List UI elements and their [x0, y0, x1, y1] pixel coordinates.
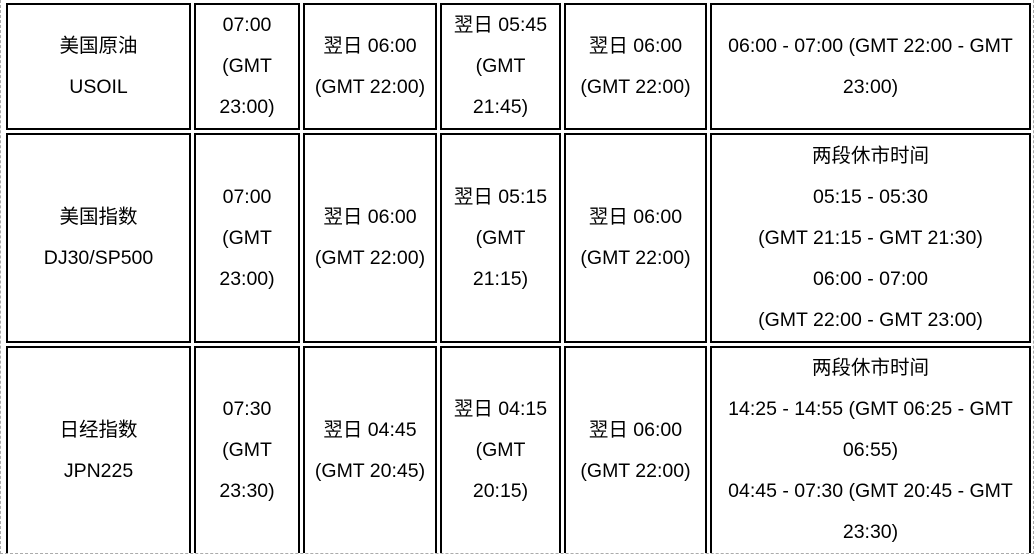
trading-hours-table: 美国原油 USOIL 07:00 (GMT 23:00) 翌日 06:00 (G…	[3, 0, 1033, 553]
instrument-cell: 美国原油 USOIL	[6, 3, 191, 130]
close-time-cell-2: 翌日 04:15 (GMT 20:15)	[440, 346, 561, 553]
close-time-cell-2: 翌日 05:45 (GMT 21:45)	[440, 3, 561, 130]
close-time-cell-1: 翌日 06:00 (GMT 22:00)	[303, 3, 437, 130]
table-row-us-indices: 美国指数 DJ30/SP500 07:00 (GMT 23:00) 翌日 06:…	[6, 133, 1031, 343]
instrument-cell: 日经指数 JPN225	[6, 346, 191, 553]
close-time-cell-3: 翌日 06:00 (GMT 22:00)	[564, 133, 707, 343]
close-time-cell-3: 翌日 06:00 (GMT 22:00)	[564, 346, 707, 553]
break-time-cell: 06:00 - 07:00 (GMT 22:00 - GMT 23:00)	[710, 3, 1031, 130]
open-time-cell: 07:00 (GMT 23:00)	[194, 133, 300, 343]
close-time-cell-1: 翌日 06:00 (GMT 22:00)	[303, 133, 437, 343]
break-time-cell: 两段休市时间 05:15 - 05:30 (GMT 21:15 - GMT 21…	[710, 133, 1031, 343]
table-row-usoil: 美国原油 USOIL 07:00 (GMT 23:00) 翌日 06:00 (G…	[6, 3, 1031, 130]
table-row-jpn225: 日经指数 JPN225 07:30 (GMT 23:30) 翌日 04:45 (…	[6, 346, 1031, 553]
close-time-cell-1: 翌日 04:45 (GMT 20:45)	[303, 346, 437, 553]
break-time-cell: 两段休市时间 14:25 - 14:55 (GMT 06:25 - GMT 06…	[710, 346, 1031, 553]
instrument-cell: 美国指数 DJ30/SP500	[6, 133, 191, 343]
open-time-cell: 07:30 (GMT 23:30)	[194, 346, 300, 553]
close-time-cell-3: 翌日 06:00 (GMT 22:00)	[564, 3, 707, 130]
open-time-cell: 07:00 (GMT 23:00)	[194, 3, 300, 130]
close-time-cell-2: 翌日 05:15 (GMT 21:15)	[440, 133, 561, 343]
